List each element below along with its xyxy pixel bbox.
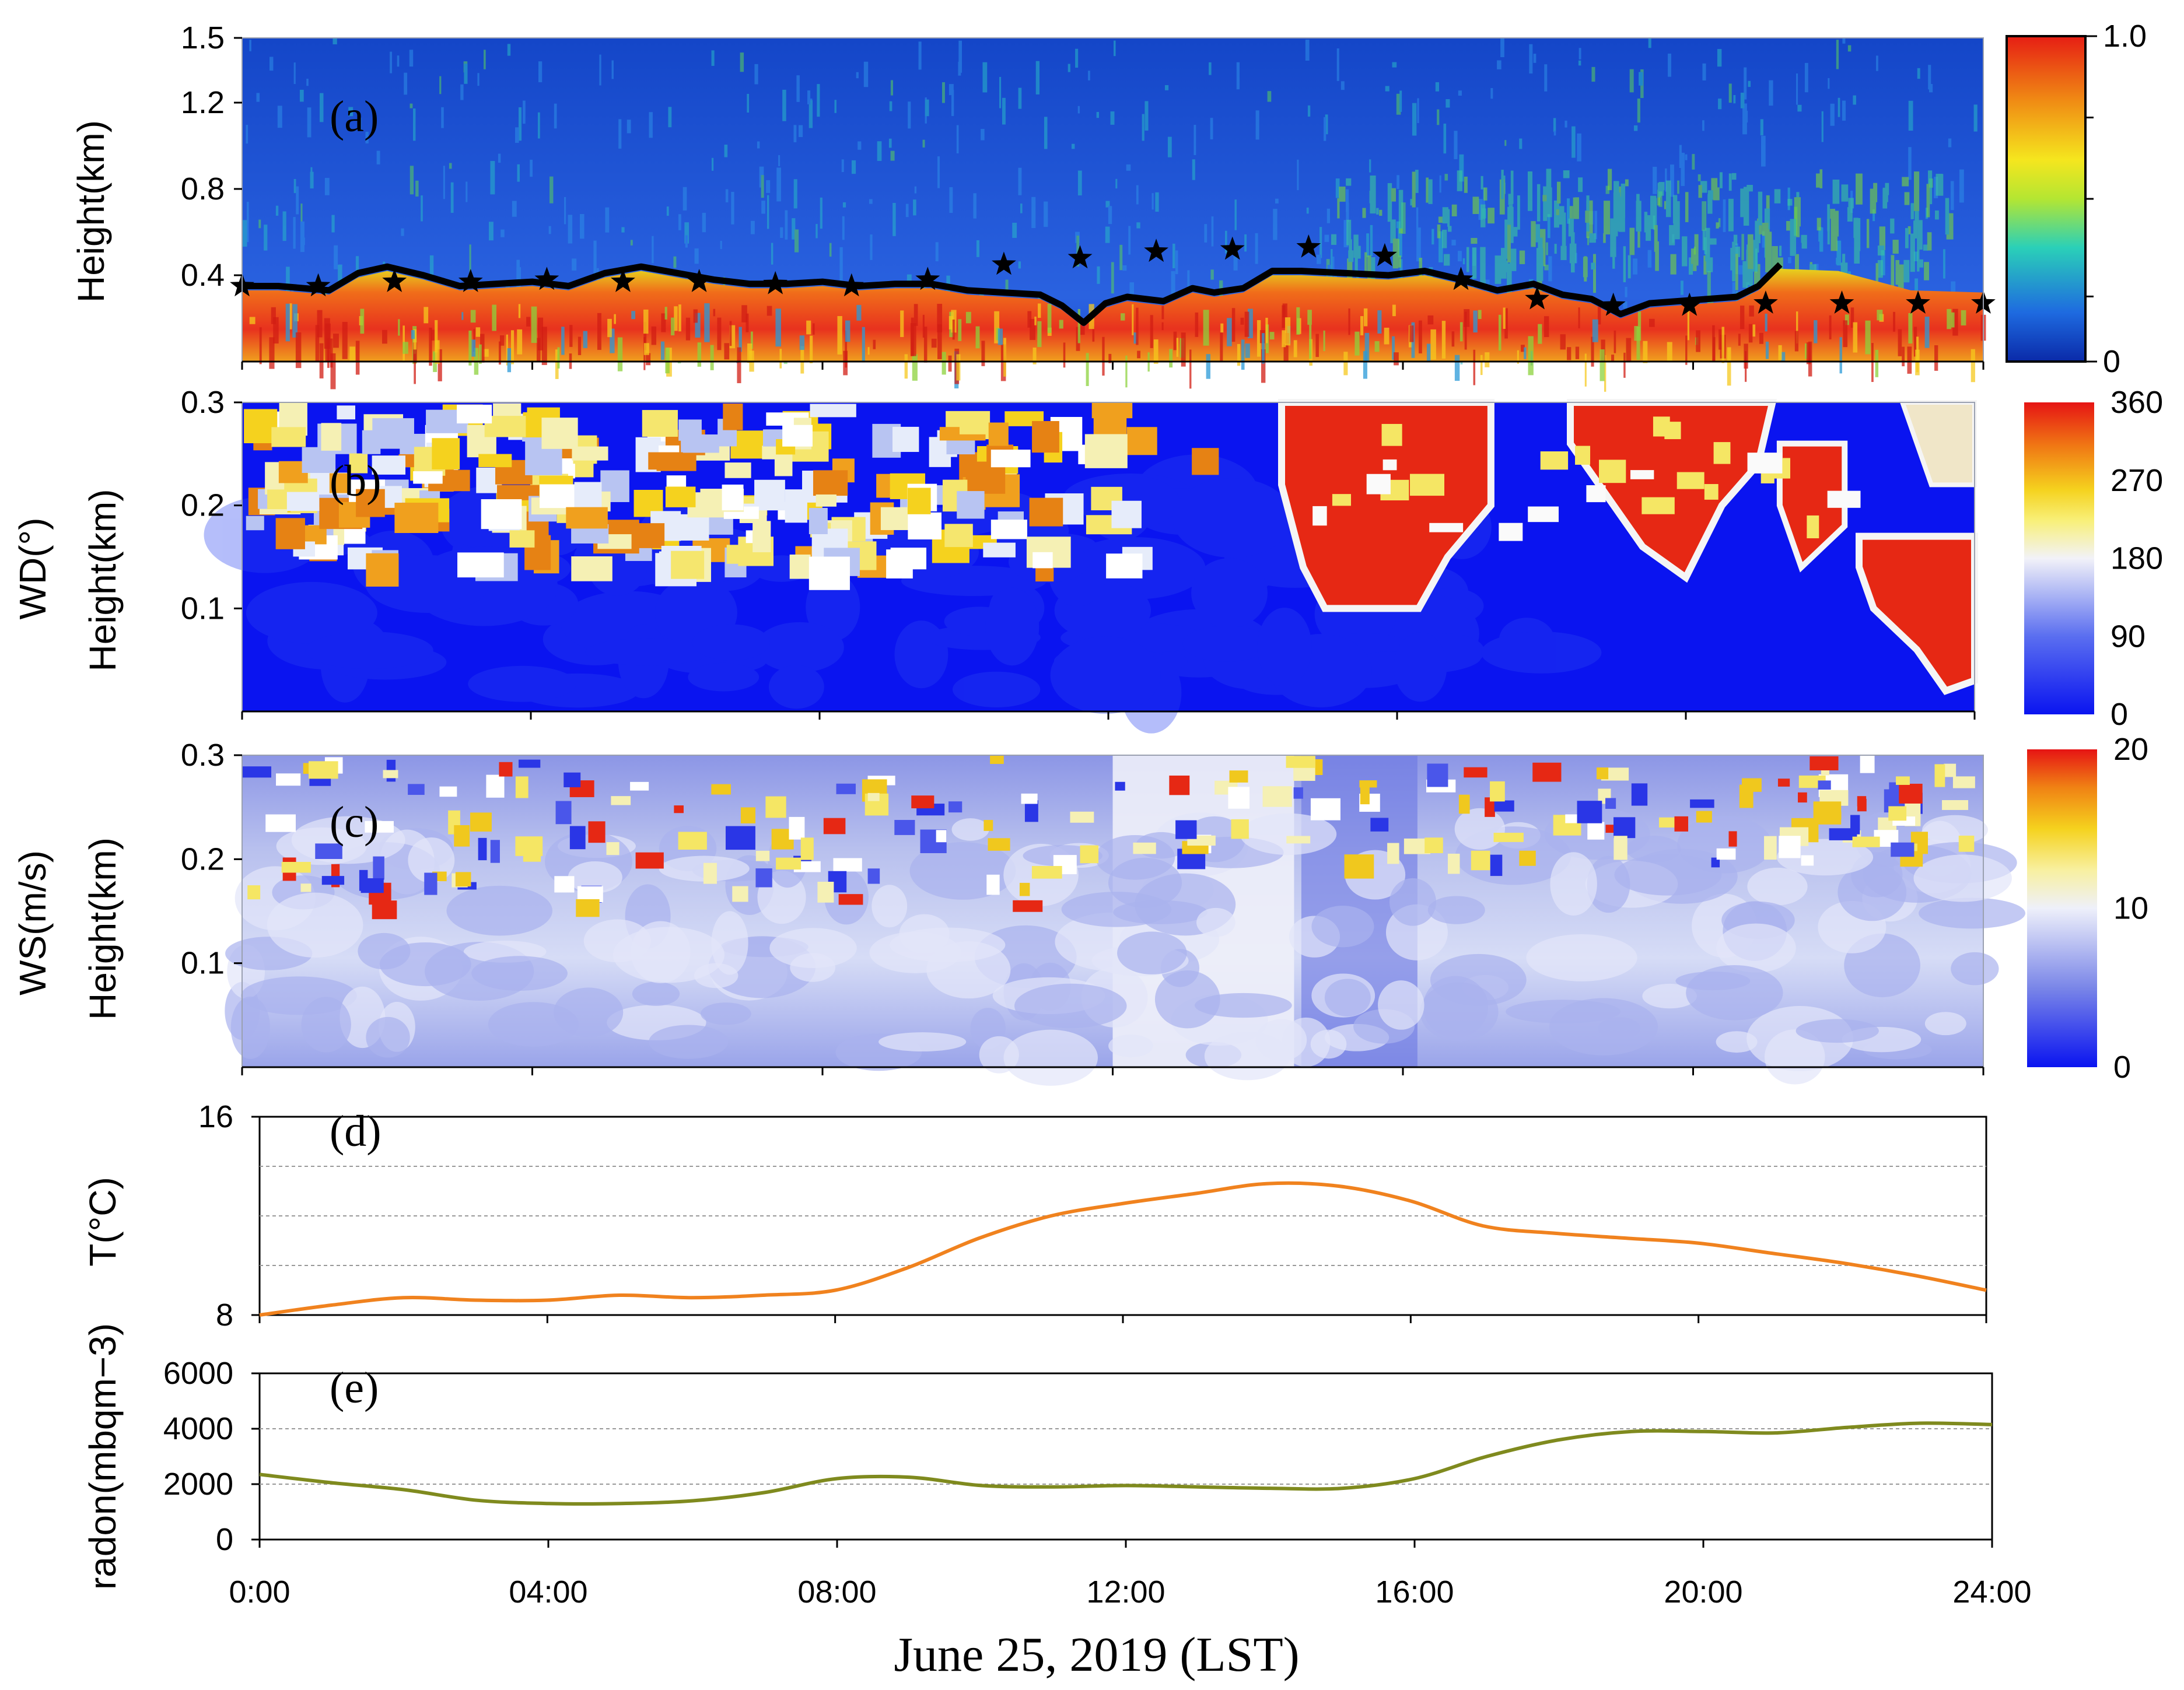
star-marker (1829, 290, 1854, 314)
x-tick-label: 12:00 (1086, 1575, 1165, 1610)
colorbar-label-b: 180 (2110, 541, 2163, 576)
heatmap-a-boundary-band (242, 268, 1983, 362)
star-marker (1525, 286, 1549, 310)
colorbar-a (2006, 35, 2087, 363)
y-tick-label-c: 0.1 (181, 946, 225, 981)
x-axis-labels: 0:00 04:00 08:00 12:00 16:00 20:00 24:00 June 2… (229, 1575, 2031, 1682)
colorbar-label-b: 270 (2110, 463, 2163, 498)
star-marker (1448, 267, 1474, 290)
y-tick-label-e: 0 (216, 1522, 233, 1557)
star-marker (763, 271, 788, 294)
x-tick-label: 04:00 (509, 1575, 587, 1610)
star-marker (611, 269, 635, 292)
panel-tag-b: (b) (330, 457, 382, 506)
y-axis-title-b-1: WD(°) (12, 518, 54, 620)
star-marker (915, 267, 940, 290)
y-tick-label-a: 0.8 (181, 171, 225, 206)
colorbar-label-a: 1.0 (2103, 19, 2147, 54)
panel-b: 0.1 0.2 0.3 WD(°) Height(km) (b) 0 90 180 270 360 (12, 385, 2163, 734)
star-marker (1296, 234, 1321, 258)
x-axis-title: June 25, 2019 (LST) (894, 1628, 1299, 1682)
heatmap-b-morning-patches (244, 402, 1219, 590)
x-tick-label: 16:00 (1375, 1575, 1454, 1610)
panel-tag-e: (e) (330, 1363, 379, 1412)
series-line-radon (259, 1421, 1993, 1506)
y-tick-label-e: 2000 (163, 1467, 233, 1502)
panel-tag-a: (a) (330, 92, 379, 141)
star-marker (1677, 292, 1702, 316)
y-tick-label-a: 1.2 (181, 85, 225, 120)
y-axis-title-e: radon(mbqm−3) (82, 1323, 124, 1590)
pbl-height-line (242, 262, 1783, 326)
panel-d: 8 16 (d) T(°C) (82, 1099, 1987, 1333)
y-tick-label-b: 0.1 (181, 591, 225, 626)
colorbar-c (2027, 749, 2097, 1067)
star-marker (382, 269, 407, 292)
star-marker (458, 269, 483, 292)
star-marker (1373, 243, 1397, 267)
series-line-T (259, 1181, 1987, 1317)
star-marker (992, 251, 1016, 275)
colorbar-label-b: 360 (2110, 385, 2163, 420)
y-axis-title-c-2: Height(km) (82, 837, 124, 1020)
colorbar-label-b: 90 (2110, 619, 2146, 654)
star-marker (1906, 290, 1930, 314)
colorbar-label-c: 0 (2113, 1050, 2131, 1085)
y-tick-label-a: 1.5 (181, 20, 225, 55)
star-marker (1601, 292, 1626, 316)
heatmap-a-band-streaks (249, 303, 1986, 392)
panel-tag-d: (d) (330, 1107, 382, 1156)
y-tick-label-b: 0.2 (181, 488, 225, 523)
star-marker (839, 273, 864, 297)
star-marker (1068, 245, 1093, 269)
heatmap-c-texture (225, 755, 2026, 1086)
star-marker (1144, 239, 1168, 262)
y-tick-label-a: 0.4 (181, 258, 225, 293)
y-tick-label-e: 6000 (163, 1356, 233, 1391)
y-tick-label-b: 0.3 (181, 385, 225, 420)
panel-a: 0.4 0.8 1.2 1.5 Height(km) (a) 0 1.0 (70, 19, 2147, 392)
y-tick-label-d: 16 (198, 1099, 233, 1134)
star-marker (306, 273, 331, 297)
panel-tag-c: (c) (330, 798, 379, 847)
y-axis-title-c-1: WS(m/s) (12, 850, 54, 995)
y-axis-title-b-2: Height(km) (82, 489, 124, 672)
colorbar-b (2024, 402, 2094, 714)
y-axis-title-d: T(°C) (82, 1177, 124, 1267)
panel-c: 0.1 0.2 0.3 WS(m/s) Height(km) (c) 0 10 20 (12, 732, 2148, 1086)
x-tick-label: 20:00 (1664, 1575, 1742, 1610)
colorbar-label-c: 10 (2113, 891, 2148, 926)
star-marker (1754, 290, 1778, 314)
x-tick-label: 08:00 (797, 1575, 876, 1610)
star-marker (687, 269, 712, 292)
y-tick-label-c: 0.2 (181, 842, 225, 876)
colorbar-label-a: 0 (2103, 344, 2120, 379)
y-axis-title-a: Height(km) (70, 120, 112, 303)
heatmap-b-afternoon-red (1278, 399, 1978, 695)
star-marker (534, 267, 559, 290)
y-tick-label-e: 4000 (163, 1411, 233, 1446)
colorbar-label-b: 0 (2110, 697, 2128, 732)
plot-frame-e (258, 1372, 1993, 1541)
star-marker (1220, 236, 1245, 260)
colorbar-label-c: 20 (2113, 732, 2148, 767)
y-tick-label-c: 0.3 (181, 738, 225, 773)
x-tick-label: 0:00 (229, 1575, 290, 1610)
panel-e: 0 2000 4000 6000 (e) radon(mbqm−3) (82, 1323, 1993, 1590)
x-tick-label: 24:00 (1952, 1575, 2031, 1610)
y-tick-label-d: 8 (216, 1298, 233, 1333)
